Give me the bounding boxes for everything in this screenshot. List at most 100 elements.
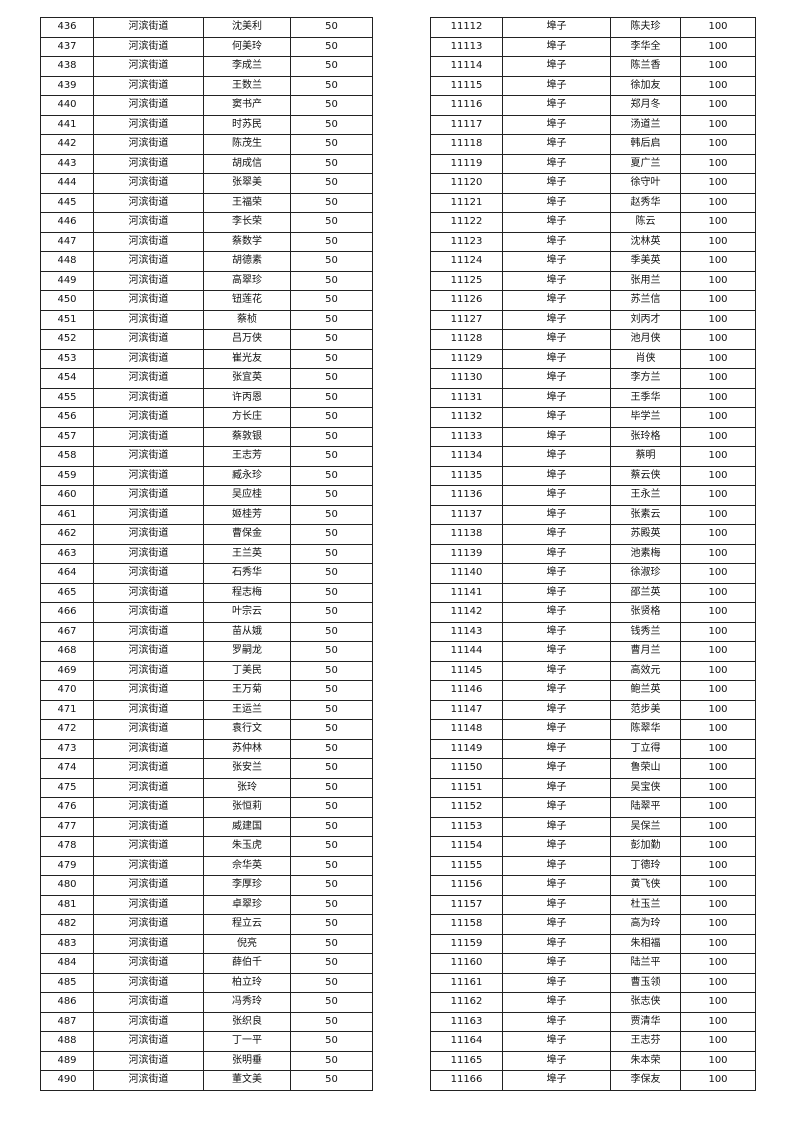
person-name: 罗嗣龙 bbox=[203, 641, 291, 662]
row-number: 11150 bbox=[430, 758, 503, 779]
person-name: 丁德玲 bbox=[610, 855, 681, 876]
amount: 100 bbox=[680, 1031, 756, 1052]
amount: 50 bbox=[290, 290, 373, 311]
table-row: 440 河滨街道 窦书产 50 bbox=[40, 95, 373, 116]
row-number: 11137 bbox=[430, 504, 503, 525]
amount: 50 bbox=[290, 641, 373, 662]
district: 埠子 bbox=[502, 875, 611, 896]
table-row: 486 河滨街道 冯秀玲 50 bbox=[40, 992, 373, 1013]
district: 河滨街道 bbox=[93, 504, 204, 525]
person-name: 柏立玲 bbox=[203, 972, 291, 993]
district: 埠子 bbox=[502, 56, 611, 77]
row-number: 478 bbox=[40, 836, 94, 857]
amount: 50 bbox=[290, 758, 373, 779]
table-row: 11152 埠子 陆翠平 100 bbox=[430, 797, 756, 818]
amount: 100 bbox=[680, 212, 756, 233]
person-name: 蔡数学 bbox=[203, 231, 291, 252]
amount: 50 bbox=[290, 17, 373, 38]
table-row: 11139 埠子 池素梅 100 bbox=[430, 543, 756, 564]
person-name: 袁行文 bbox=[203, 719, 291, 740]
person-name: 季美英 bbox=[610, 251, 681, 272]
table-row: 465 河滨街道 程志梅 50 bbox=[40, 582, 373, 603]
row-number: 479 bbox=[40, 855, 94, 876]
table-row: 472 河滨街道 袁行文 50 bbox=[40, 719, 373, 740]
person-name: 苏殿英 bbox=[610, 524, 681, 545]
amount: 100 bbox=[680, 894, 756, 915]
amount: 50 bbox=[290, 36, 373, 57]
amount: 50 bbox=[290, 680, 373, 701]
district: 埠子 bbox=[502, 387, 611, 408]
district: 埠子 bbox=[502, 465, 611, 486]
row-number: 11163 bbox=[430, 1011, 503, 1032]
table-row: 469 河滨街道 丁美民 50 bbox=[40, 660, 373, 681]
row-number: 11144 bbox=[430, 641, 503, 662]
amount: 50 bbox=[290, 309, 373, 330]
table-row: 475 河滨街道 张玲 50 bbox=[40, 777, 373, 798]
amount: 100 bbox=[680, 1050, 756, 1071]
row-number: 488 bbox=[40, 1031, 94, 1052]
row-number: 490 bbox=[40, 1070, 94, 1091]
district: 河滨街道 bbox=[93, 972, 204, 993]
person-name: 肖侠 bbox=[610, 348, 681, 369]
district: 埠子 bbox=[502, 407, 611, 428]
table-row: 483 河滨街道 倪亮 50 bbox=[40, 933, 373, 954]
amount: 100 bbox=[680, 1011, 756, 1032]
person-name: 张恒莉 bbox=[203, 797, 291, 818]
district: 河滨街道 bbox=[93, 602, 204, 623]
table-row: 477 河滨街道 威建国 50 bbox=[40, 816, 373, 837]
person-name: 程立云 bbox=[203, 914, 291, 935]
table-row: 11146 埠子 鲍兰英 100 bbox=[430, 680, 756, 701]
person-name: 程志梅 bbox=[203, 582, 291, 603]
table-row: 11132 埠子 毕学兰 100 bbox=[430, 407, 756, 428]
district: 埠子 bbox=[502, 36, 611, 57]
amount: 100 bbox=[680, 251, 756, 272]
row-number: 473 bbox=[40, 738, 94, 759]
district: 埠子 bbox=[502, 134, 611, 155]
person-name: 胡德素 bbox=[203, 251, 291, 272]
amount: 100 bbox=[680, 972, 756, 993]
person-name: 王志芳 bbox=[203, 446, 291, 467]
district: 河滨街道 bbox=[93, 173, 204, 194]
district: 埠子 bbox=[502, 290, 611, 311]
district: 河滨街道 bbox=[93, 231, 204, 252]
amount: 100 bbox=[680, 914, 756, 935]
row-number: 472 bbox=[40, 719, 94, 740]
district: 埠子 bbox=[502, 1011, 611, 1032]
row-number: 489 bbox=[40, 1050, 94, 1071]
table-row: 11140 埠子 徐淑珍 100 bbox=[430, 563, 756, 584]
row-number: 462 bbox=[40, 524, 94, 545]
row-number: 469 bbox=[40, 660, 94, 681]
table-row: 444 河滨街道 张翠美 50 bbox=[40, 173, 373, 194]
district: 河滨街道 bbox=[93, 641, 204, 662]
row-number: 451 bbox=[40, 309, 94, 330]
amount: 50 bbox=[290, 56, 373, 77]
person-name: 韩后启 bbox=[610, 134, 681, 155]
person-name: 王季华 bbox=[610, 387, 681, 408]
table-row: 11143 埠子 钱秀兰 100 bbox=[430, 621, 756, 642]
row-number: 11138 bbox=[430, 524, 503, 545]
person-name: 曹玉领 bbox=[610, 972, 681, 993]
row-number: 11126 bbox=[430, 290, 503, 311]
amount: 50 bbox=[290, 1070, 373, 1091]
row-number: 450 bbox=[40, 290, 94, 311]
table-row: 11128 埠子 池月侠 100 bbox=[430, 329, 756, 350]
person-name: 徐加友 bbox=[610, 75, 681, 96]
amount: 50 bbox=[290, 875, 373, 896]
person-name: 杜玉兰 bbox=[610, 894, 681, 915]
amount: 100 bbox=[680, 231, 756, 252]
amount: 50 bbox=[290, 192, 373, 213]
district: 河滨街道 bbox=[93, 192, 204, 213]
amount: 50 bbox=[290, 348, 373, 369]
person-name: 苏兰信 bbox=[610, 290, 681, 311]
district: 河滨街道 bbox=[93, 134, 204, 155]
district: 埠子 bbox=[502, 641, 611, 662]
table-row: 452 河滨街道 吕万侠 50 bbox=[40, 329, 373, 350]
district: 埠子 bbox=[502, 972, 611, 993]
table-row: 480 河滨街道 李厚珍 50 bbox=[40, 875, 373, 896]
table-row: 467 河滨街道 苗从娥 50 bbox=[40, 621, 373, 642]
row-number: 11114 bbox=[430, 56, 503, 77]
row-number: 484 bbox=[40, 953, 94, 974]
person-name: 陈夫珍 bbox=[610, 17, 681, 38]
person-name: 吕万侠 bbox=[203, 329, 291, 350]
amount: 50 bbox=[290, 992, 373, 1013]
